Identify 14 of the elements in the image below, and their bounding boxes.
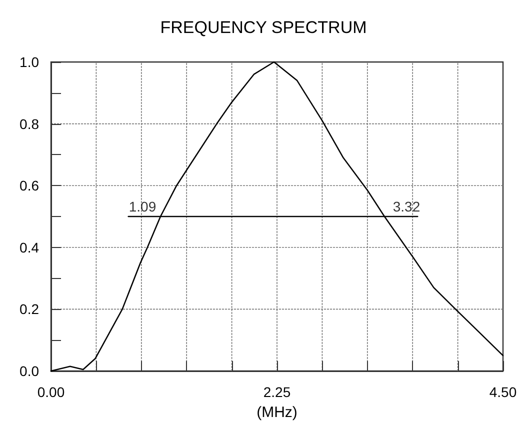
x-tick-label: 2.25 <box>263 384 291 400</box>
annotation: 3.32 <box>392 198 420 214</box>
y-tick-label: 0.6 <box>20 178 40 194</box>
y-tick-label: 1.0 <box>20 54 40 70</box>
y-tick-label: 0.2 <box>20 301 40 318</box>
chart-title: FREQUENCY SPECTRUM <box>160 18 367 37</box>
y-tick-label: 0.4 <box>20 239 40 256</box>
y-tick-label: 0.0 <box>20 363 40 379</box>
y-tick-label: 0.8 <box>20 116 40 132</box>
annotation: 1.09 <box>128 198 156 214</box>
x-axis-title: (MHz) <box>256 404 298 421</box>
line-series <box>50 61 504 372</box>
x-tick-label: 0.00 <box>37 384 65 400</box>
x-tick-label: 4.50 <box>489 384 517 400</box>
